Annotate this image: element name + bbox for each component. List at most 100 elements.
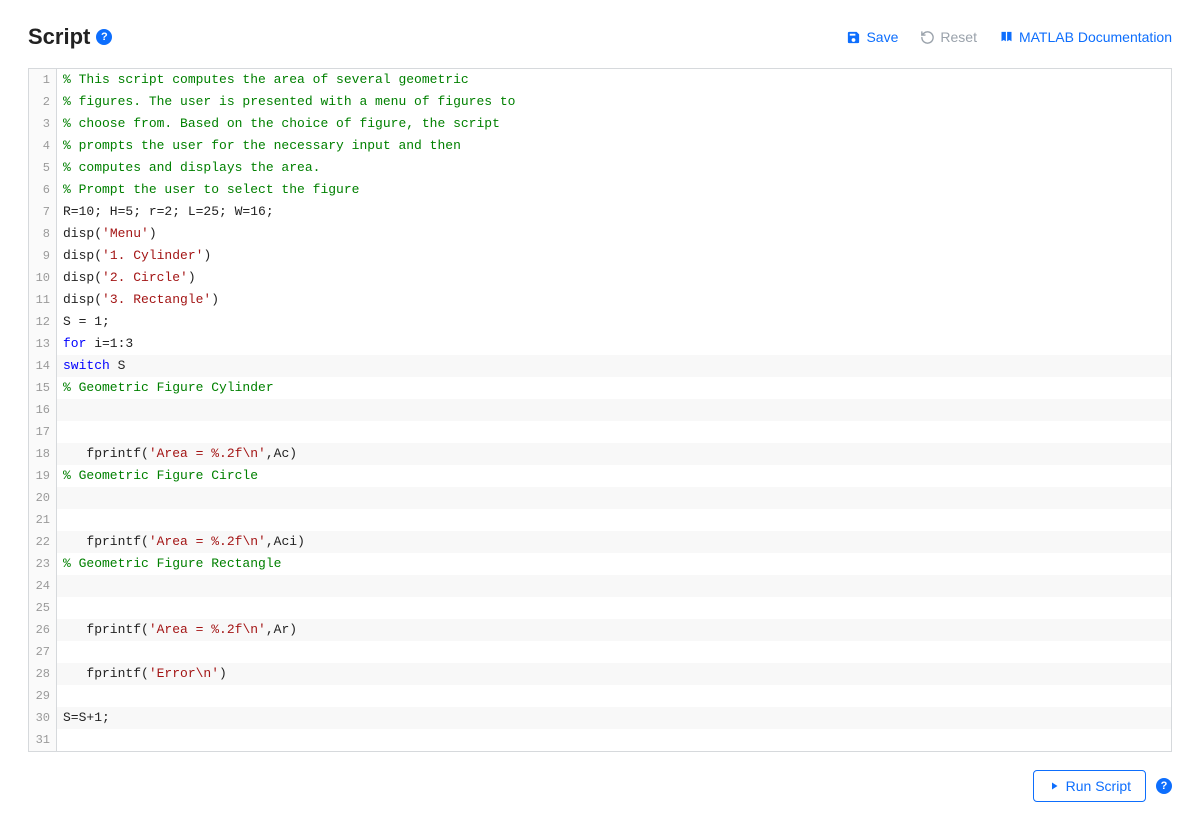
token-comment: % choose from. Based on the choice of fi…: [63, 116, 500, 131]
reset-button[interactable]: Reset: [920, 29, 977, 45]
code-line[interactable]: 22 fprintf('Area = %.2f\n',Aci): [29, 531, 1171, 553]
code-content[interactable]: fprintf('Area = %.2f\n',Ar): [57, 619, 297, 641]
code-line[interactable]: 26 fprintf('Area = %.2f\n',Ar): [29, 619, 1171, 641]
code-content[interactable]: % choose from. Based on the choice of fi…: [57, 113, 500, 135]
code-line[interactable]: 28 fprintf('Error\n'): [29, 663, 1171, 685]
line-number: 7: [29, 201, 57, 223]
code-line[interactable]: 19% Geometric Figure Circle: [29, 465, 1171, 487]
line-number: 8: [29, 223, 57, 245]
code-content[interactable]: % figures. The user is presented with a …: [57, 91, 515, 113]
token-comment: % Prompt the user to select the figure: [63, 182, 359, 197]
code-content[interactable]: fprintf('Error\n'): [57, 663, 227, 685]
line-number: 27: [29, 641, 57, 663]
line-number: 5: [29, 157, 57, 179]
code-line[interactable]: 29: [29, 685, 1171, 707]
code-content[interactable]: [57, 575, 63, 597]
code-line[interactable]: 8disp('Menu'): [29, 223, 1171, 245]
code-content[interactable]: disp('1. Cylinder'): [57, 245, 211, 267]
token-comment: % Geometric Figure Rectangle: [63, 556, 281, 571]
token-default: S = 1;: [63, 314, 110, 329]
code-content[interactable]: for i=1:3: [57, 333, 133, 355]
code-content[interactable]: fprintf('Area = %.2f\n',Ac): [57, 443, 297, 465]
code-content[interactable]: [57, 641, 63, 663]
code-line[interactable]: 27: [29, 641, 1171, 663]
code-content[interactable]: S=S+1;: [57, 707, 110, 729]
token-default: fprintf(: [63, 534, 149, 549]
code-line[interactable]: 13for i=1:3: [29, 333, 1171, 355]
save-label: Save: [866, 29, 898, 45]
code-line[interactable]: 16: [29, 399, 1171, 421]
code-line[interactable]: 3 % choose from. Based on the choice of f…: [29, 113, 1171, 135]
code-content[interactable]: % Geometric Figure Rectangle: [57, 553, 281, 575]
code-line[interactable]: 5 % computes and displays the area.: [29, 157, 1171, 179]
documentation-button[interactable]: MATLAB Documentation: [999, 29, 1172, 45]
code-content[interactable]: [57, 399, 63, 421]
code-content[interactable]: % This script computes the area of sever…: [57, 69, 469, 91]
token-default: disp(: [63, 248, 102, 263]
line-number: 31: [29, 729, 57, 751]
code-line[interactable]: 18 fprintf('Area = %.2f\n',Ac): [29, 443, 1171, 465]
code-content[interactable]: S = 1;: [57, 311, 110, 333]
code-content[interactable]: [57, 597, 63, 619]
code-line[interactable]: 15% Geometric Figure Cylinder: [29, 377, 1171, 399]
code-line[interactable]: 12 S = 1;: [29, 311, 1171, 333]
save-button[interactable]: Save: [846, 29, 898, 45]
code-content[interactable]: disp('Menu'): [57, 223, 157, 245]
token-string: '3. Rectangle': [102, 292, 211, 307]
token-default: fprintf(: [63, 622, 149, 637]
code-line[interactable]: 31: [29, 729, 1171, 751]
code-content[interactable]: disp('2. Circle'): [57, 267, 196, 289]
code-line[interactable]: 17: [29, 421, 1171, 443]
token-comment: % computes and displays the area.: [63, 160, 320, 175]
code-content[interactable]: % prompts the user for the necessary inp…: [57, 135, 461, 157]
code-line[interactable]: 9disp('1. Cylinder'): [29, 245, 1171, 267]
code-line[interactable]: 30S=S+1;: [29, 707, 1171, 729]
code-content[interactable]: % Prompt the user to select the figure: [57, 179, 359, 201]
line-number: 30: [29, 707, 57, 729]
toolbar: Save Reset MATLAB Documentation: [846, 29, 1172, 45]
code-content[interactable]: [57, 685, 63, 707]
token-keyword: for: [63, 336, 86, 351]
line-number: 10: [29, 267, 57, 289]
code-content[interactable]: disp('3. Rectangle'): [57, 289, 219, 311]
code-content[interactable]: [57, 729, 63, 751]
code-line[interactable]: 7R=10; H=5; r=2; L=25; W=16;: [29, 201, 1171, 223]
code-content[interactable]: switch S: [57, 355, 125, 377]
line-number: 28: [29, 663, 57, 685]
code-editor[interactable]: 1% This script computes the area of seve…: [28, 68, 1172, 752]
code-line[interactable]: 21: [29, 509, 1171, 531]
code-line[interactable]: 23% Geometric Figure Rectangle: [29, 553, 1171, 575]
code-line[interactable]: 1% This script computes the area of seve…: [29, 69, 1171, 91]
line-number: 11: [29, 289, 57, 311]
code-content[interactable]: R=10; H=5; r=2; L=25; W=16;: [57, 201, 274, 223]
code-line[interactable]: 24: [29, 575, 1171, 597]
token-default: ,Aci): [266, 534, 305, 549]
line-number: 21: [29, 509, 57, 531]
code-line[interactable]: 4% prompts the user for the necessary in…: [29, 135, 1171, 157]
code-line[interactable]: 2% figures. The user is presented with a…: [29, 91, 1171, 113]
help-icon[interactable]: ?: [96, 29, 112, 45]
code-line[interactable]: 6 % Prompt the user to select the figure: [29, 179, 1171, 201]
code-content[interactable]: % Geometric Figure Cylinder: [57, 377, 274, 399]
code-content[interactable]: % computes and displays the area.: [57, 157, 320, 179]
line-number: 6: [29, 179, 57, 201]
line-number: 17: [29, 421, 57, 443]
code-content[interactable]: [57, 487, 63, 509]
play-icon: [1048, 780, 1060, 792]
line-number: 9: [29, 245, 57, 267]
code-content[interactable]: % Geometric Figure Circle: [57, 465, 258, 487]
code-content[interactable]: fprintf('Area = %.2f\n',Aci): [57, 531, 305, 553]
code-line[interactable]: 10disp('2. Circle'): [29, 267, 1171, 289]
code-content[interactable]: [57, 421, 63, 443]
code-content[interactable]: [57, 509, 63, 531]
token-string: '1. Cylinder': [102, 248, 203, 263]
book-icon: [999, 30, 1014, 45]
code-line[interactable]: 25: [29, 597, 1171, 619]
code-line[interactable]: 14switch S: [29, 355, 1171, 377]
run-script-button[interactable]: Run Script: [1033, 770, 1146, 802]
line-number: 3: [29, 113, 57, 135]
help-icon-footer[interactable]: ?: [1156, 778, 1172, 794]
code-line[interactable]: 11disp('3. Rectangle'): [29, 289, 1171, 311]
code-line[interactable]: 20: [29, 487, 1171, 509]
line-number: 12: [29, 311, 57, 333]
